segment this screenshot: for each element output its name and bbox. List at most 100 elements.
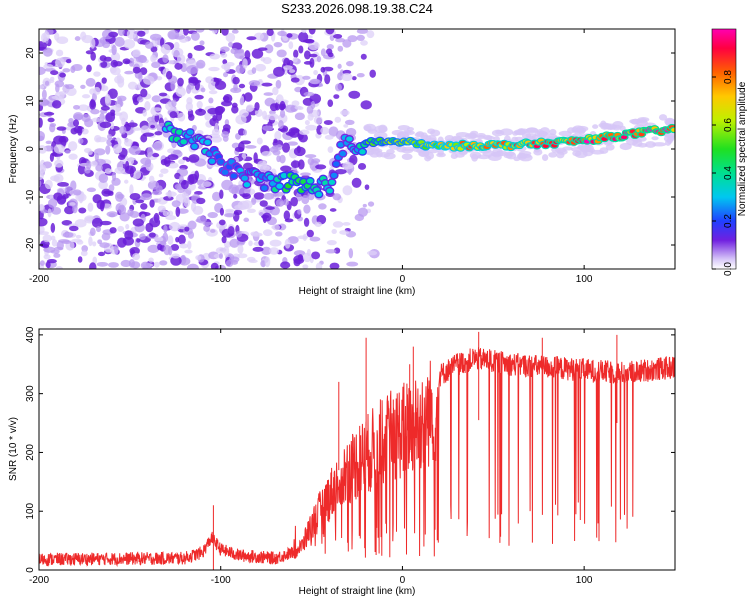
snr-y-label: SNR (10 * v/v)	[8, 417, 19, 481]
spectrogram-noise-cell	[171, 253, 180, 259]
spectrogram-noise-cell	[49, 153, 54, 162]
spectrogram-noise-cell	[39, 260, 45, 266]
spectrogram-noise-cell	[57, 182, 69, 187]
y-tick-label: 100	[25, 502, 36, 519]
spectrogram-noise-cell	[307, 113, 314, 121]
spectrogram-noise-cell	[219, 207, 224, 216]
spectrogram-noise-cell	[254, 108, 263, 117]
spectrogram-noise-cell	[187, 52, 193, 59]
spectrogram-noise-cell	[261, 82, 273, 87]
spectrogram-noise-cell	[180, 254, 186, 261]
spectrogram-noise-cell	[51, 95, 63, 100]
spectrogram-noise-cell	[99, 55, 107, 62]
colorbar-ticks: 0.0 0.2 0.4 0.6 0.8	[712, 70, 734, 276]
spectrogram-noise-cell	[60, 136, 67, 147]
spectrogram-noise-cell	[342, 39, 352, 48]
spectrogram-noise-cell	[178, 159, 185, 165]
spectrogram-noise-cell	[55, 49, 64, 57]
spectrogram-noise-cell	[47, 198, 58, 208]
spectrogram-noise-cell	[196, 215, 207, 224]
spectrogram-noise-cell	[152, 107, 162, 112]
spectrogram-noise-cell	[262, 229, 273, 237]
spectrogram-noise-cell	[360, 53, 367, 60]
spectrogram-noise-cell	[112, 144, 123, 154]
spectrogram-noise-cell	[196, 100, 203, 109]
spectrogram-noise-cell	[162, 54, 169, 63]
spectrogram-noise-cell	[320, 126, 330, 135]
ridge-inner-cell	[315, 191, 323, 198]
spectrogram-noise-cell	[71, 64, 83, 71]
spectrogram-noise-cell	[212, 191, 221, 202]
spectrogram-noise-cell	[222, 135, 229, 142]
spectrogram-halo-cell	[549, 128, 557, 136]
spectrogram-noise-cell	[125, 223, 130, 230]
spectrogram-noise-cell	[167, 210, 174, 217]
spectrogram-noise-cell	[74, 219, 87, 228]
snr-frame	[38, 328, 676, 571]
spectrogram-noise-cell	[91, 117, 102, 123]
spectrogram-noise-cell	[186, 97, 193, 105]
spectrogram-noise-cell	[275, 79, 282, 89]
spectrogram-noise-cell	[297, 209, 302, 215]
spectrogram-noise-cell	[150, 124, 156, 129]
spectrogram-noise-cell	[68, 153, 78, 160]
spectrogram-noise-cell	[357, 163, 367, 170]
spectrogram-noise-cell	[144, 159, 152, 168]
spectrogram-noise-cell	[348, 248, 354, 259]
spectrogram-noise-cell	[77, 104, 89, 111]
spectrogram-noise-cell	[169, 221, 181, 232]
spectrogram-noise-cell	[325, 249, 337, 254]
spectrogram-noise-cell	[320, 66, 326, 73]
spectrogram-noise-cell	[73, 119, 80, 127]
spectrogram-noise-cell	[70, 127, 78, 135]
spectrogram-noise-cell	[251, 197, 257, 205]
spectrogram-noise-cell	[202, 221, 213, 226]
spectrogram-noise-cell	[42, 77, 51, 87]
spectrogram-noise-cell	[109, 66, 117, 74]
spectrogram-noise-cell	[165, 215, 177, 221]
spectrogram-noise-cell	[198, 108, 203, 113]
spectrogram-noise-cell	[208, 90, 218, 95]
spectrogram-noise-cell	[169, 111, 178, 119]
y-tick-label: 20	[25, 47, 36, 59]
spectrogram-noise-cell	[89, 38, 96, 49]
x-tick-label: -200	[29, 274, 49, 285]
spectrogram-noise-cell	[170, 80, 176, 91]
y-tick-label: 0	[25, 567, 36, 573]
spectrogram-noise-cell	[147, 244, 160, 253]
spectrogram-noise-cell	[68, 141, 78, 151]
spectrogram-noise-cell	[276, 49, 287, 58]
spectrogram-halo-cell	[383, 152, 396, 160]
spectrogram-noise-cell	[343, 124, 349, 128]
spectrogram-noise-cell	[231, 29, 239, 34]
spectrogram-noise-cell	[127, 156, 135, 165]
y-tick-label: 200	[25, 444, 36, 461]
spectrogram-noise-cell	[220, 52, 228, 58]
spectrogram-noise-cell	[227, 225, 235, 237]
spectrogram-halo-cell	[482, 134, 493, 140]
spectrogram-noise-cell	[254, 32, 265, 41]
spectrogram-noise-cell	[95, 136, 108, 143]
spectrogram-noise-cell	[222, 95, 230, 102]
spectrogram-y-ticks: -20 -10 0 10 20	[25, 47, 675, 252]
colorbar-gradient	[712, 29, 736, 269]
spectrogram-noise-cell	[91, 92, 97, 102]
ridge-inner-cell	[191, 143, 198, 150]
spectrogram-noise-cell	[304, 39, 315, 44]
spectrogram-noise-cell	[160, 158, 168, 166]
spectrogram-noise-cell	[209, 53, 221, 60]
ridge-inner-cell	[186, 129, 194, 135]
spectrogram-noise-cell	[151, 61, 161, 69]
spectrogram-noise-cell	[248, 240, 253, 247]
spectrogram-noise-cell	[251, 67, 257, 74]
spectrogram-noise-cell	[273, 66, 285, 77]
spectrogram-noise-cell	[128, 57, 135, 67]
spectrogram-noise-cell	[256, 137, 263, 145]
spectrogram-noise-cell	[42, 234, 52, 243]
spectrogram-x-label: Height of straight line (km)	[299, 286, 416, 297]
spectrogram-noise-cell	[195, 255, 202, 261]
spectrogram-noise-cell	[334, 168, 347, 175]
colorbar-tick-label: 0.8	[723, 70, 734, 84]
spectrogram-halo-cell	[367, 151, 374, 156]
spectrogram-halo-cell	[585, 144, 594, 152]
